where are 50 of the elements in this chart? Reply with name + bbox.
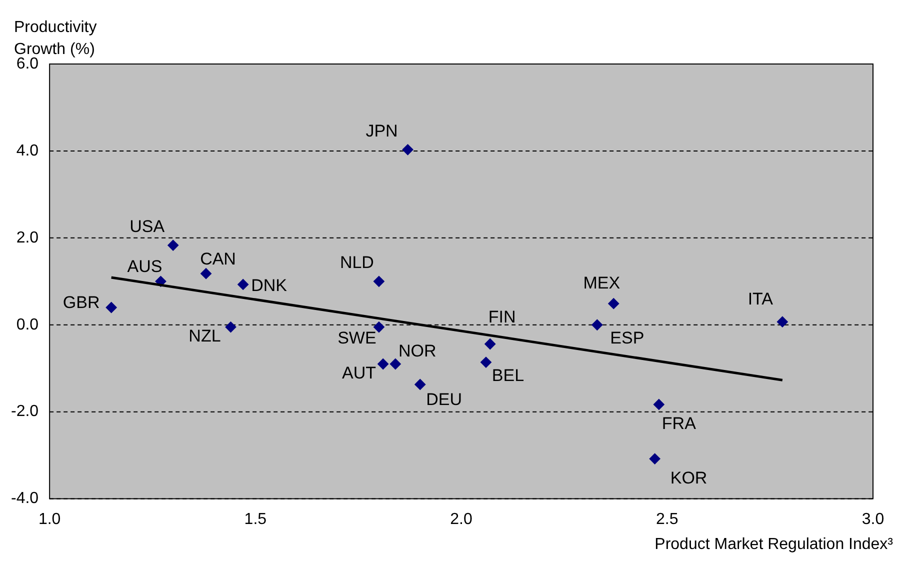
annotation: SWE — [338, 328, 376, 348]
point — [484, 338, 496, 350]
annotation: GBR — [62, 293, 100, 312]
point — [649, 453, 660, 464]
x-tick-label: 3.0 — [862, 510, 884, 528]
y-tick-label: 6.0 — [16, 55, 39, 72]
y-tick-label: -2.0 — [10, 403, 39, 420]
point — [414, 378, 426, 390]
point — [480, 356, 492, 368]
x-tick-label: 1.5 — [244, 510, 267, 528]
annotation: NLD — [340, 253, 374, 272]
x-tick-label: 2.5 — [656, 510, 678, 528]
point — [200, 268, 212, 280]
annotation: KOR — [670, 468, 708, 488]
annotation: JPN — [366, 121, 398, 140]
y-tick-label: 2.0 — [16, 229, 39, 246]
annotation: USA — [130, 217, 166, 236]
point — [373, 322, 384, 333]
annotation: AUS — [127, 257, 162, 276]
point — [390, 358, 401, 370]
annotation: FIN — [488, 308, 516, 327]
annotation: NOR — [398, 342, 436, 361]
annotation: BEL — [492, 366, 524, 385]
annotation: CAN — [200, 249, 236, 268]
point — [776, 316, 788, 328]
point — [402, 144, 414, 156]
annotation: FRA — [662, 414, 697, 434]
annotation: MEX — [583, 273, 620, 292]
point — [238, 278, 249, 290]
annotation: ESP — [610, 328, 644, 348]
point — [168, 240, 179, 251]
point — [106, 302, 117, 313]
x-axis-title: Product Market Regulation Index³ — [654, 536, 894, 553]
point — [608, 298, 620, 310]
y-axis-title: Productivity Growth (%) — [14, 19, 97, 58]
point — [378, 358, 389, 370]
y-tick-label: -4.0 — [10, 490, 39, 508]
point — [225, 322, 236, 333]
point — [653, 398, 664, 410]
point — [373, 276, 384, 287]
annotation: DEU — [426, 390, 462, 410]
annotation: NZL — [188, 326, 221, 346]
point — [592, 319, 603, 330]
y-tick-label: 0.0 — [16, 316, 39, 334]
annotation: DNK — [251, 276, 288, 296]
x-tick-label: 1.0 — [38, 510, 61, 528]
x-tick-label: 2.0 — [450, 510, 473, 528]
y-tick-label: 4.0 — [16, 142, 39, 160]
annotation: AUT — [342, 364, 376, 383]
annotation: ITA — [748, 290, 774, 309]
